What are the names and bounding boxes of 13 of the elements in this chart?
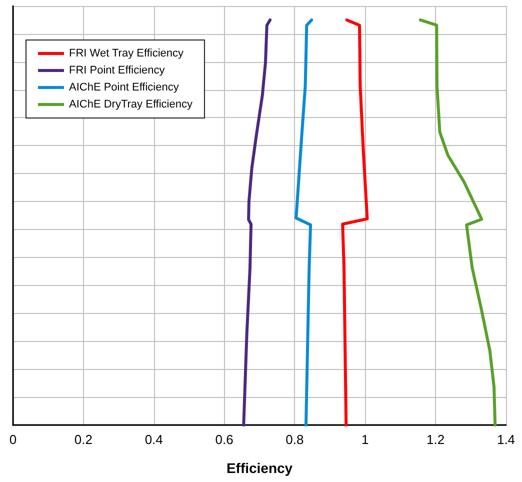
x-tick-label: 0.4: [144, 432, 163, 447]
legend-label: FRI Wet Tray Efficiency: [69, 48, 184, 60]
x-axis-title: Efficiency: [226, 460, 293, 476]
x-tick-label: 0.2: [74, 432, 92, 447]
legend-label: AIChE DryTray Efficiency: [69, 98, 193, 110]
x-tick-label: 1.2: [426, 432, 445, 447]
x-tick-label: 0.8: [286, 432, 304, 447]
x-tick-label: 0: [9, 432, 17, 447]
legend-label: FRI Point Efficiency: [69, 64, 166, 76]
x-tick-label: 1.4: [496, 432, 516, 447]
legend-label: AIChE Point Efficiency: [69, 82, 180, 94]
x-tick-label: 1: [362, 432, 369, 447]
x-tick-label: 0.6: [215, 432, 234, 447]
